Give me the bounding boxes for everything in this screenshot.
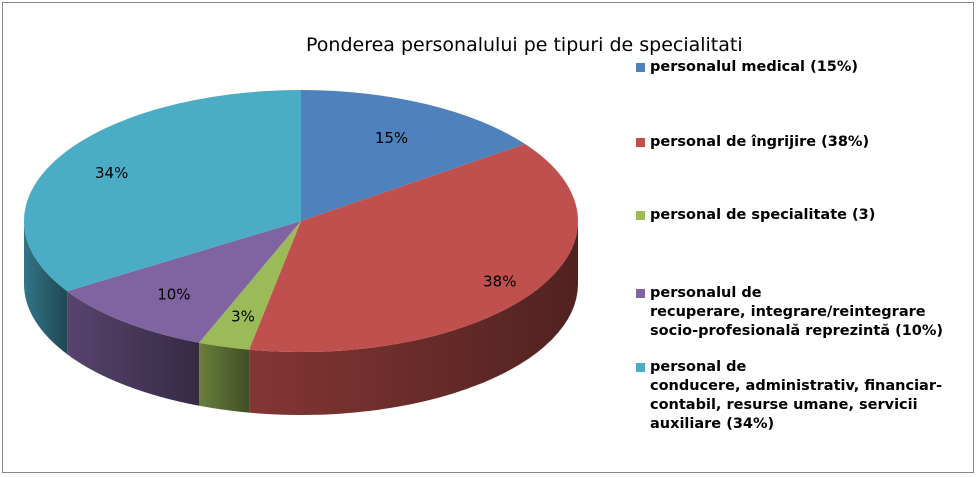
pie-sides [24, 221, 578, 415]
legend-item-recuperare: personalul de recuperare, integrare/rein… [636, 284, 943, 341]
legend-item-conducere: personal de conducere, administrativ, fi… [636, 358, 942, 434]
chart-title: Ponderea personalului pe tipuri de speci… [306, 34, 743, 56]
pie-tops [24, 90, 578, 352]
pie-side-conducere [24, 221, 68, 355]
pie-slice-specialitate [199, 221, 301, 350]
legend-swatch-recuperare [636, 289, 645, 298]
legend-swatch-medical [636, 63, 645, 72]
legend-label-recuperare: personalul de recuperare, integrare/rein… [650, 285, 944, 339]
data-label-recuperare: 10% [157, 286, 190, 304]
legend-item-specialitate: personal de specialitate (3) [636, 206, 875, 225]
legend-swatch-conducere [636, 363, 645, 372]
data-label-specialitate: 3% [231, 307, 255, 325]
pie-side-recuperare [67, 291, 200, 406]
pie-side-specialitate [199, 342, 250, 413]
pie-slice-recuperare [67, 221, 302, 343]
legend-label-conducere: personal de conducere, administrativ, fi… [650, 359, 943, 432]
legend-swatch-specialitate [636, 211, 645, 220]
legend-label-specialitate: personal de specialitate (3) [650, 207, 876, 223]
data-label-conducere: 34% [95, 164, 128, 182]
pie-slice-ingrijire [249, 144, 578, 352]
pie-data-labels: 15% 38% 3% 10% 34% [95, 129, 516, 325]
legend-item-ingrijire: personal de îngrijire (38%) [636, 133, 869, 152]
legend-label-ingrijire: personal de îngrijire (38%) [650, 134, 870, 150]
pie-slice-medical [301, 90, 526, 221]
pie-side-ingrijire [249, 221, 578, 415]
data-label-medical: 15% [375, 129, 408, 147]
pie-slice-conducere [24, 90, 302, 292]
legend-item-medical: personalul medical (15%) [636, 58, 858, 77]
legend-label-medical: personalul medical (15%) [650, 59, 859, 75]
data-label-ingrijire: 38% [483, 273, 516, 291]
legend-swatch-ingrijire [636, 138, 645, 147]
